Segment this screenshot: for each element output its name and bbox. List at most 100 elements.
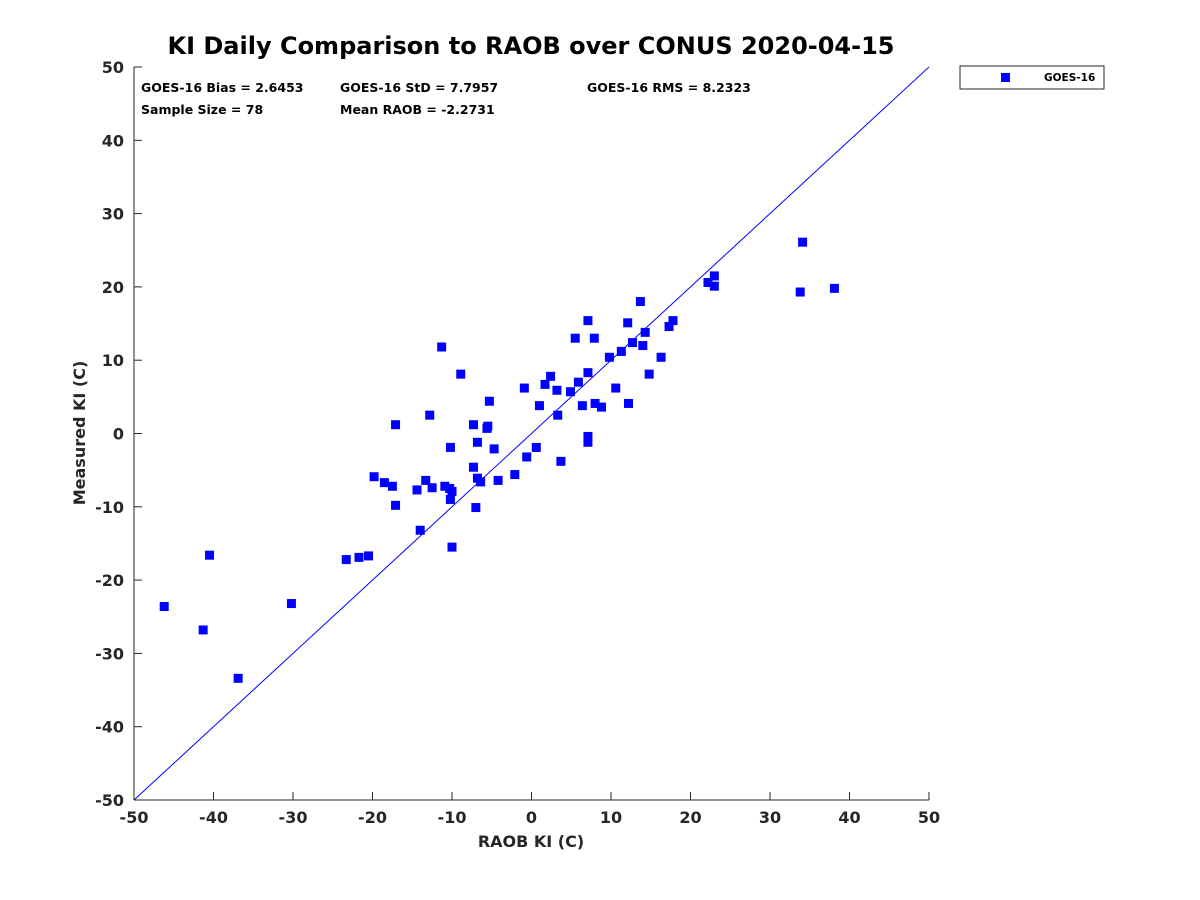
data-point <box>427 483 437 493</box>
y-tick-label: 40 <box>102 131 124 150</box>
data-point <box>577 401 587 411</box>
data-point <box>483 421 493 431</box>
data-point <box>616 346 626 356</box>
data-point <box>421 475 431 485</box>
data-point <box>644 369 654 379</box>
legend-label: GOES-16 <box>1044 72 1095 84</box>
data-point <box>519 383 529 393</box>
x-tick-label: 10 <box>600 808 622 827</box>
x-tick-label: 0 <box>526 808 537 827</box>
legend-marker <box>1001 73 1010 82</box>
data-point <box>364 551 374 561</box>
data-point <box>531 442 541 452</box>
data-point <box>668 316 678 326</box>
data-point <box>493 475 503 485</box>
y-tick-label: 10 <box>102 351 124 370</box>
data-point <box>476 477 486 487</box>
data-point <box>635 297 645 307</box>
data-point <box>425 410 435 420</box>
legend: GOES-16 <box>959 65 1105 90</box>
data-point <box>546 371 556 381</box>
data-point <box>552 385 562 395</box>
data-point <box>596 402 606 412</box>
data-point <box>522 452 532 462</box>
legend-box <box>959 65 1105 90</box>
y-tick-label: 0 <box>113 425 124 444</box>
data-point <box>570 333 580 343</box>
data-point <box>795 287 805 297</box>
stat-mean-raob: Mean RAOB = -2.2731 <box>340 102 495 117</box>
data-point <box>489 444 499 454</box>
data-point <box>445 442 455 452</box>
data-point <box>354 552 364 562</box>
data-point <box>447 542 457 552</box>
stat-rms: GOES-16 RMS = 8.2323 <box>587 80 751 95</box>
data-point <box>159 601 169 611</box>
data-point <box>573 377 583 387</box>
data-point <box>484 396 494 406</box>
one-to-one-line <box>133 66 930 801</box>
y-tick-label: -20 <box>95 571 124 590</box>
y-tick-label: 50 <box>102 58 124 77</box>
data-point <box>412 485 422 495</box>
data-point <box>565 387 575 397</box>
data-point <box>583 316 593 326</box>
x-axis-label: RAOB KI (C) <box>478 832 584 851</box>
data-point <box>623 318 633 328</box>
data-points <box>159 237 839 683</box>
data-point <box>369 472 379 482</box>
x-tick-label: -30 <box>279 808 308 827</box>
data-point <box>627 338 637 348</box>
data-point <box>540 379 550 389</box>
data-point <box>440 481 450 491</box>
data-point <box>468 462 478 472</box>
data-point <box>703 278 713 288</box>
y-tick-label: -30 <box>95 644 124 663</box>
x-tick-label: 20 <box>679 808 701 827</box>
data-point <box>391 500 401 510</box>
x-tick-label: -10 <box>438 808 467 827</box>
reference-line-group <box>133 66 930 801</box>
data-point <box>379 478 389 488</box>
data-point <box>656 352 666 362</box>
data-point <box>664 321 674 331</box>
data-point <box>205 550 215 560</box>
data-point <box>447 486 457 496</box>
y-axis-label: Measured KI (C) <box>70 361 89 506</box>
data-point <box>341 555 351 565</box>
data-point <box>623 398 633 408</box>
data-point <box>611 383 621 393</box>
data-point <box>583 368 593 378</box>
data-point <box>709 271 719 281</box>
data-point <box>709 281 719 291</box>
x-tick-label: 30 <box>759 808 781 827</box>
x-tick-label: -20 <box>358 808 387 827</box>
data-point <box>468 420 478 430</box>
data-point <box>391 420 401 430</box>
data-point <box>198 625 208 635</box>
data-point <box>553 410 563 420</box>
data-point <box>638 341 648 351</box>
y-tick-label: 20 <box>102 278 124 297</box>
y-tick-label: -10 <box>95 498 124 517</box>
data-point <box>510 470 520 480</box>
y-tick-label: -40 <box>95 718 124 737</box>
data-point <box>456 369 466 379</box>
x-tick-label: 50 <box>918 808 940 827</box>
data-point <box>556 456 566 466</box>
data-point <box>583 437 593 447</box>
stat-bias: GOES-16 Bias = 2.6453 <box>141 80 303 95</box>
x-tick-label: -40 <box>199 808 228 827</box>
x-axis-ticks: -50 -40 -30 -20 -10 0 10 20 30 40 50 <box>120 792 940 827</box>
stat-sample-size: Sample Size = 78 <box>141 102 263 117</box>
stat-std: GOES-16 StD = 7.7957 <box>340 80 498 95</box>
data-point <box>233 673 243 683</box>
data-point <box>415 525 425 535</box>
data-point <box>471 503 481 513</box>
data-point <box>798 237 808 247</box>
data-point <box>829 283 839 293</box>
data-point <box>387 481 397 491</box>
y-tick-label: 30 <box>102 205 124 224</box>
data-point <box>604 352 614 362</box>
